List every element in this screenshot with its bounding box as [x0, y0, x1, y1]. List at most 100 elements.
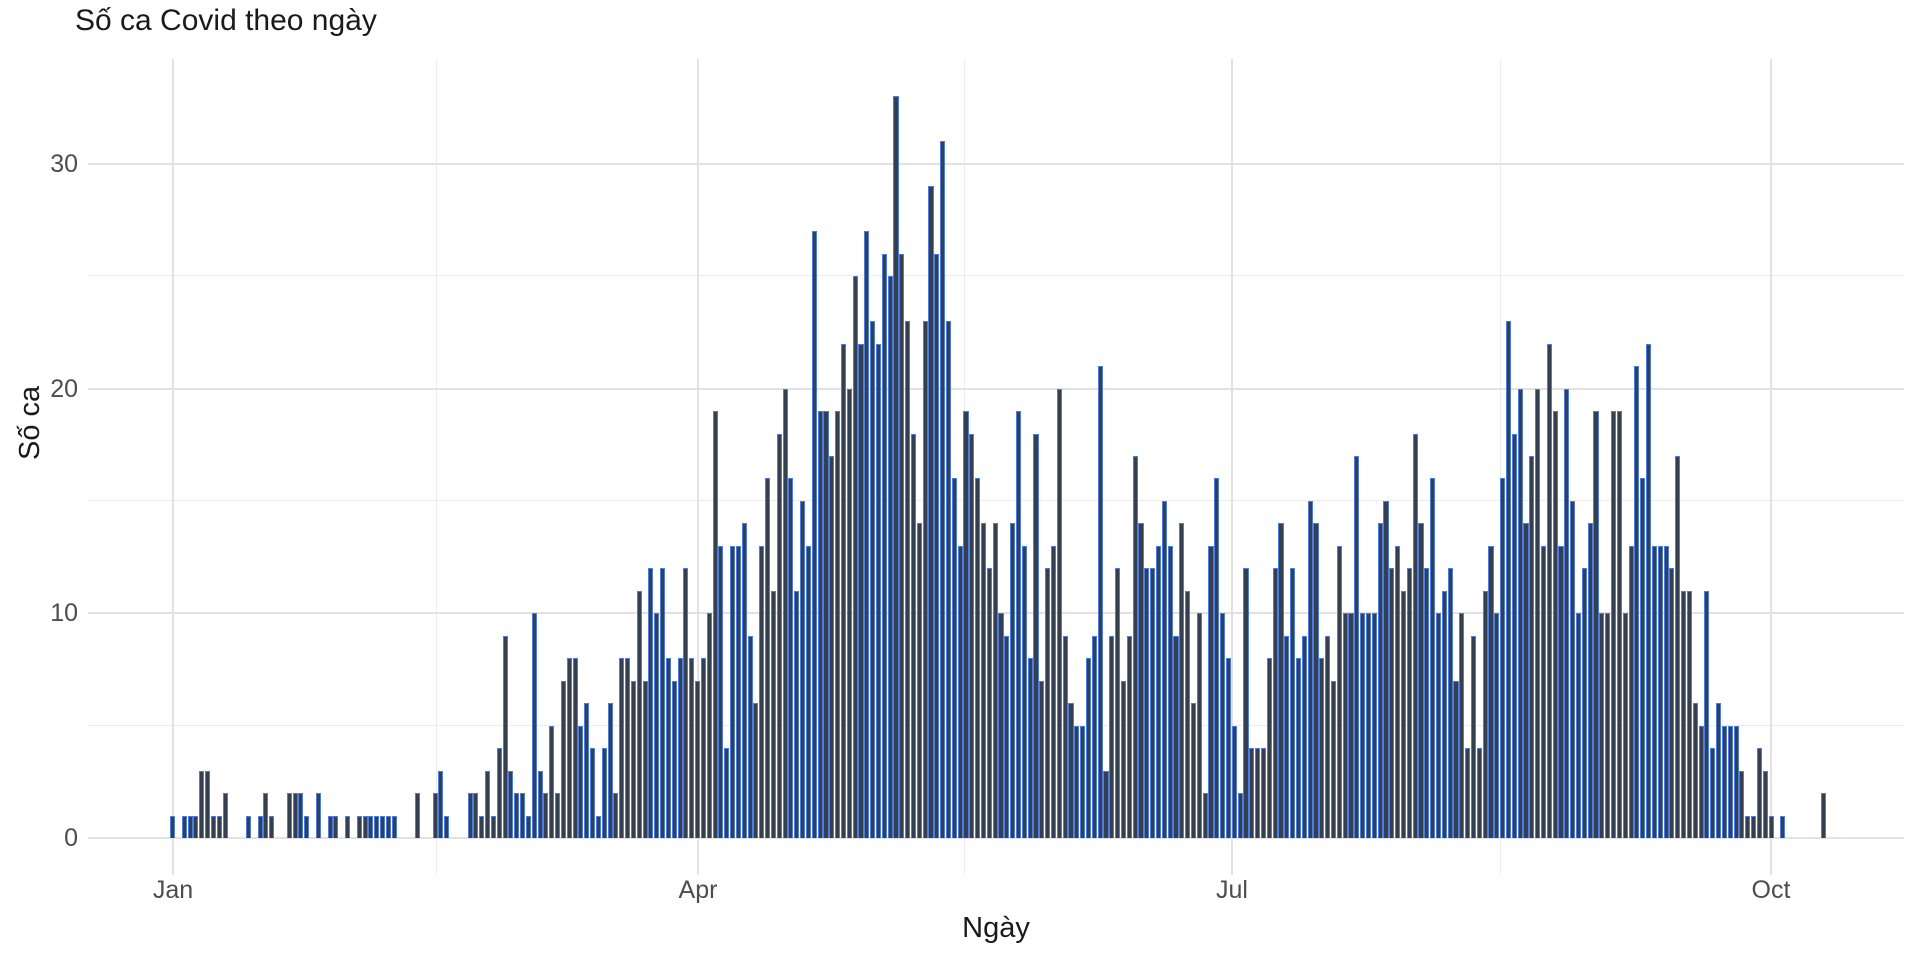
bar: [485, 770, 491, 838]
bar: [1424, 568, 1430, 838]
bar: [630, 680, 636, 838]
bar: [1634, 366, 1640, 838]
bar: [1739, 770, 1745, 838]
bar: [1313, 523, 1319, 838]
bar: [718, 545, 724, 838]
bar: [671, 680, 677, 838]
bar: [858, 343, 864, 838]
bar: [543, 793, 549, 838]
bar: [520, 793, 526, 838]
bar: [1173, 635, 1179, 838]
bar: [1552, 411, 1558, 838]
bar: [1447, 568, 1453, 838]
bar: [216, 815, 222, 838]
bar: [776, 433, 782, 838]
bar: [1395, 545, 1401, 838]
bar: [957, 545, 963, 838]
bar: [794, 590, 800, 838]
bar: [292, 793, 298, 838]
bar: [875, 343, 881, 838]
bar: [1558, 545, 1564, 838]
bar: [502, 635, 508, 838]
x-axis-title: Ngày: [962, 912, 1030, 944]
bar: [1080, 725, 1086, 838]
bar: [1196, 613, 1202, 838]
bar: [934, 253, 940, 838]
bar: [1523, 523, 1529, 838]
gridline-horizontal: [88, 837, 1904, 839]
bar: [257, 815, 263, 838]
bar: [210, 815, 216, 838]
bar: [1185, 590, 1191, 838]
bar: [1208, 545, 1214, 838]
bar: [1243, 568, 1249, 838]
bar: [613, 793, 619, 838]
gridline-horizontal: [88, 387, 1904, 390]
bar: [1669, 568, 1675, 838]
bar: [1371, 613, 1377, 838]
bar: [496, 748, 502, 838]
bar: [415, 793, 421, 838]
bar: [870, 321, 876, 838]
bar: [380, 815, 386, 838]
bar: [222, 793, 228, 838]
bar: [385, 815, 391, 838]
bar: [362, 815, 368, 838]
bar: [1301, 635, 1307, 838]
bar: [881, 253, 887, 838]
bar: [922, 321, 928, 838]
bar: [759, 545, 765, 838]
bar: [1074, 725, 1080, 838]
bar: [1045, 568, 1051, 838]
bar: [601, 748, 607, 838]
bar: [1120, 680, 1127, 838]
bar: [642, 680, 648, 838]
bar: [1336, 545, 1342, 838]
bar: [975, 478, 981, 838]
bar: [1605, 613, 1611, 838]
bar: [940, 141, 946, 838]
bar: [1686, 590, 1692, 838]
bar: [327, 815, 333, 838]
bar: [1354, 456, 1360, 838]
bar: [1091, 635, 1097, 838]
bar: [1716, 703, 1722, 838]
bar: [677, 658, 683, 838]
bar: [315, 793, 321, 838]
bar: [1721, 725, 1727, 838]
bar: [747, 635, 753, 838]
bar: [1237, 793, 1243, 838]
gridline-horizontal: [88, 275, 1904, 277]
bar: [1435, 613, 1442, 838]
bar: [1284, 635, 1290, 838]
bar: [333, 815, 339, 838]
bar: [660, 568, 666, 838]
bar: [560, 680, 566, 838]
bar: [1039, 680, 1045, 838]
bar: [1651, 545, 1657, 838]
bar: [537, 770, 543, 838]
bar: [356, 815, 362, 838]
bar: [595, 815, 601, 838]
bar: [1400, 590, 1407, 838]
bar: [467, 793, 473, 838]
bar: [549, 725, 555, 838]
bar: [1097, 366, 1103, 838]
bar: [345, 815, 351, 838]
bar: [980, 523, 987, 838]
bar: [887, 276, 893, 838]
bar: [1360, 613, 1366, 838]
bar: [1266, 658, 1272, 838]
bar: [1599, 613, 1605, 838]
bar: [1383, 500, 1389, 838]
bar: [1249, 748, 1255, 838]
bar: [1546, 343, 1552, 838]
bar: [928, 186, 934, 838]
bar: [846, 388, 852, 838]
chart-title: Số ca Covid theo ngày: [75, 4, 377, 37]
bar: [1406, 568, 1412, 838]
bar: [1295, 658, 1302, 838]
bar: [193, 815, 199, 838]
bar: [438, 770, 444, 838]
